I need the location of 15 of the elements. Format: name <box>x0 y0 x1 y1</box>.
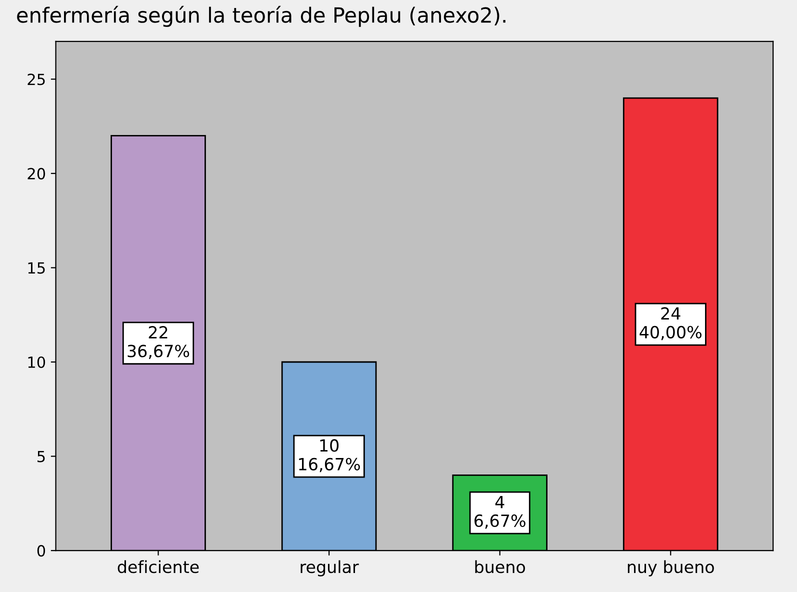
data-label: 22 36,67% <box>128 326 190 360</box>
x-tick-label: nuy bueno <box>628 560 714 576</box>
data-label: 10 16,67% <box>299 439 360 472</box>
x-tick-label: bueno <box>475 560 525 574</box>
y-tick-label: 5 <box>38 450 45 462</box>
chart-title: enfermería según la teoría de Peplau (anexo2). <box>17 6 506 27</box>
x-tick-label: regular <box>300 560 359 576</box>
data-label: 24 40,00% <box>640 307 702 340</box>
y-tick-label: 0 <box>37 545 46 557</box>
y-tick-label: 15 <box>28 262 45 274</box>
x-tick-label: deficiente <box>118 560 199 574</box>
y-tick-label: 10 <box>28 356 46 368</box>
y-tick-label: 25 <box>28 74 45 86</box>
y-tick-label: 20 <box>28 168 46 180</box>
data-label: 4 6,67% <box>474 496 526 529</box>
